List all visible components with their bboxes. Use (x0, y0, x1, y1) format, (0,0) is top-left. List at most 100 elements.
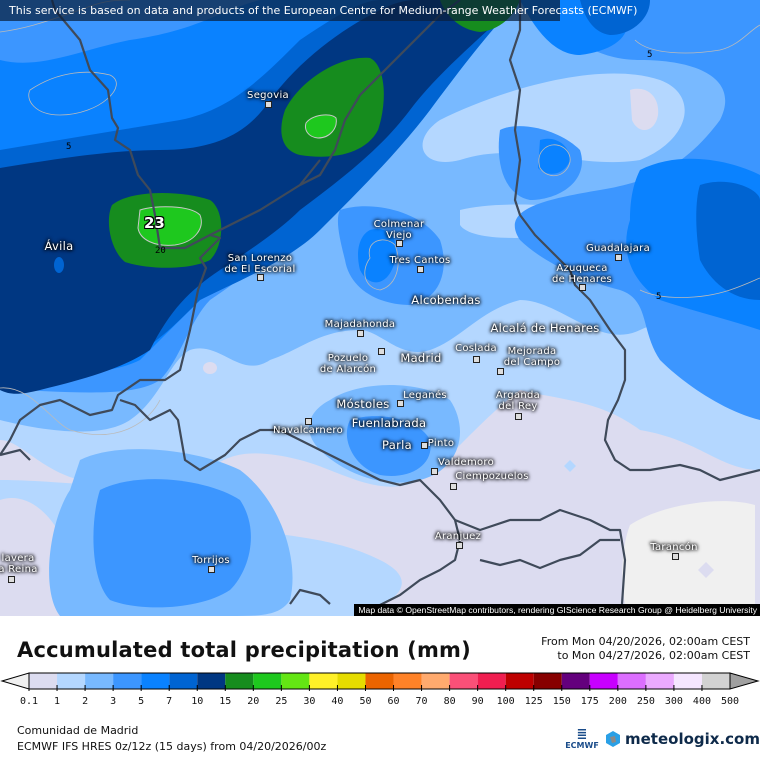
legend-swatch (57, 673, 86, 689)
legend-tick-label: 40 (331, 696, 344, 707)
city-marker-icon (421, 442, 428, 449)
legend-tick-label: 60 (387, 696, 400, 707)
city-label: Parla (382, 439, 412, 451)
city-marker-icon (497, 368, 504, 375)
city-label-line: Arganda (495, 390, 541, 401)
city-label-line: Fuenlabrada (351, 416, 427, 430)
precipitation-field (0, 0, 760, 616)
city-marker-icon (305, 418, 312, 425)
legend-tick-label: 125 (524, 696, 543, 707)
city-marker-icon (8, 576, 15, 583)
legend-swatch (449, 673, 478, 689)
legend-swatch (505, 673, 534, 689)
city-marker-icon (417, 266, 424, 273)
legend-swatch (365, 673, 394, 689)
city-label-line: Coslada (455, 343, 497, 354)
city-label: Alcobendas (411, 294, 480, 306)
city-label-line: Alcobendas (411, 293, 481, 307)
legend-overflow-arrow (729, 672, 760, 690)
legend-swatch (197, 673, 226, 689)
legend-ticks: 0.1 1 2 3 5 7 10 15 20 25 30 40 50 60 70 80 90 100 125 150 1… (0, 696, 760, 710)
meteologix-hexagon-icon (606, 731, 620, 747)
legend-swatch (533, 673, 562, 689)
city-label-line: Ciempozuelos (455, 471, 529, 482)
city-label: Ávila (45, 240, 74, 252)
legend-swatch (617, 673, 646, 689)
legend-tick-label: 50 (359, 696, 372, 707)
city-label-line: Mejorada (507, 346, 557, 357)
period-to: to Mon 04/27/2026, 02:00am CEST (557, 649, 750, 662)
city-marker-icon (208, 566, 215, 573)
legend-tick-label: 2 (82, 696, 89, 707)
legend-swatch (85, 673, 114, 689)
city-label-line: San Lorenzo (227, 253, 293, 264)
legend-tick-label: 150 (552, 696, 571, 707)
city-label: Segovia (247, 90, 289, 101)
city-label-line: Ávila (44, 239, 74, 253)
city-label: Azuqueca de Henares (552, 263, 612, 285)
forecast-period: From Mon 04/20/2026, 02:00am CEST to Mon… (541, 635, 750, 663)
contour-value-label: 5 (647, 50, 653, 60)
city-label-line: Leganés (403, 390, 447, 401)
legend-tick-label: 175 (580, 696, 599, 707)
city-label-line: Alcalá de Henares (490, 321, 600, 335)
legend-tick-label: 500 (720, 696, 740, 707)
legend-tick-label: 90 (471, 696, 484, 707)
legend-tick-label: 70 (415, 696, 428, 707)
legend-tick-label: 5 (138, 696, 145, 707)
city-label-line: Pinto (427, 438, 455, 449)
city-marker-icon (257, 274, 264, 281)
city-label: Torrijos (192, 555, 230, 566)
meteologix-logo[interactable]: meteologix.com (604, 730, 760, 748)
legend-swatch (421, 673, 450, 689)
contour-value-label: 5 (656, 292, 662, 302)
city-marker-icon (450, 483, 457, 490)
legend-tick-label: 200 (608, 696, 627, 707)
legend-swatch (141, 673, 170, 689)
city-label-line: Parla (382, 438, 412, 452)
city-label-line: del Campo (503, 357, 561, 368)
city-label: Madrid (400, 352, 441, 364)
legend-tick-label: 250 (636, 696, 655, 707)
city-label-line: de El Escorial (224, 264, 296, 275)
city-label-line: de Henares (551, 274, 613, 285)
legend-tick-label: 30 (303, 696, 316, 707)
city-label-line: Colmenar (373, 219, 425, 230)
legend-swatch (701, 673, 730, 689)
ecmwf-logo[interactable]: ≣ ECMWF (560, 728, 604, 751)
city-label: Alcalá de Henares (490, 322, 599, 334)
legend-tick-label: 0.1 (19, 696, 39, 707)
city-label-line: Pozuelo (327, 353, 369, 364)
legend-tick-label: 15 (219, 696, 232, 707)
city-label-line: Valdemoro (437, 457, 495, 468)
city-label: Aranjuez (435, 531, 481, 542)
city-marker-icon (615, 254, 622, 261)
legend-swatch (309, 673, 338, 689)
city-label: Arganda del Rey (496, 390, 540, 412)
city-label: Colmenar Viejo (374, 219, 425, 241)
city-label: lavera a Reina (0, 553, 38, 575)
city-label-line: a Reina (0, 564, 38, 575)
model-info: ECMWF IFS HRES 0z/12z (15 days) from 04/… (17, 740, 327, 753)
city-label: Mejorada del Campo (504, 346, 560, 368)
city-label: Valdemoro (438, 457, 494, 468)
legend-tick-label: 300 (664, 696, 683, 707)
city-label: Tarancón (650, 542, 698, 553)
ecmwf-disclaimer-banner: This service is based on data and produc… (0, 0, 637, 21)
city-label: Fuenlabrada (352, 417, 427, 429)
region-name: Comunidad de Madrid (17, 724, 139, 737)
map-attribution: Map data © OpenStreetMap contributors, r… (354, 604, 760, 616)
precipitation-map[interactable]: This service is based on data and produc… (0, 0, 760, 616)
city-label: Ciempozuelos (455, 471, 529, 482)
city-label-line: Tres Cantos (389, 255, 451, 266)
city-label-line: Tarancón (650, 542, 698, 553)
legend-swatch (561, 673, 590, 689)
legend-swatch (169, 673, 198, 689)
city-marker-icon (431, 468, 438, 475)
legend-swatch (253, 673, 282, 689)
max-value-label: 23 (144, 214, 165, 232)
legend-underflow-arrow (0, 672, 30, 690)
meteologix-logo-text: meteologix.com (625, 730, 760, 748)
city-marker-icon (579, 284, 586, 291)
legend-tick-label: 80 (443, 696, 456, 707)
